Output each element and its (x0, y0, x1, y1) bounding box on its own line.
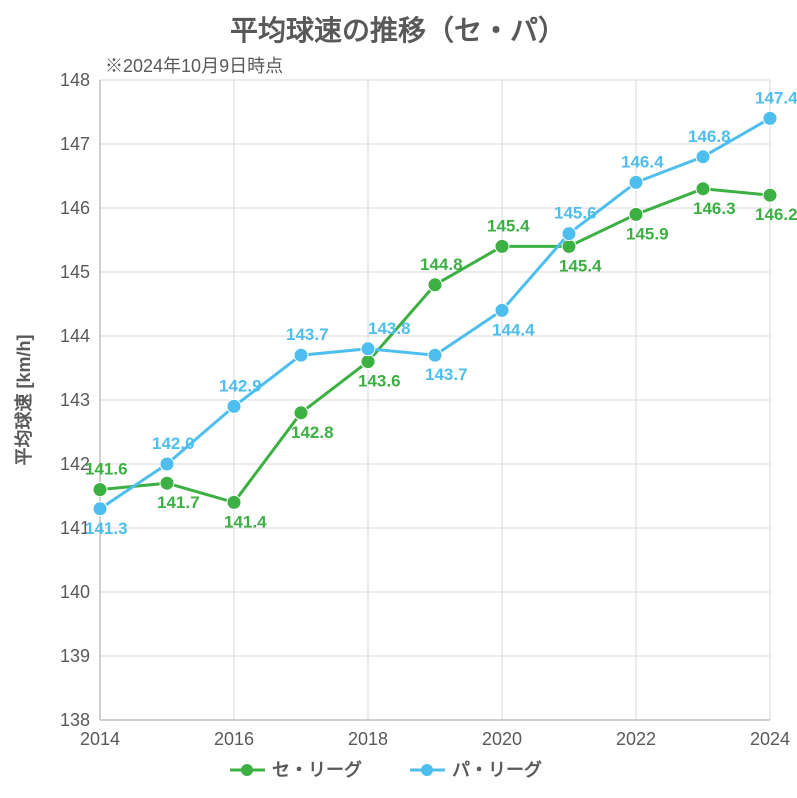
marker (428, 348, 442, 362)
data-label: 144.4 (492, 320, 535, 339)
x-tick-label: 2018 (348, 729, 388, 749)
y-tick-label: 145 (60, 262, 90, 282)
data-label: 143.6 (358, 372, 401, 391)
marker (294, 406, 308, 420)
data-label: 142.8 (291, 423, 334, 442)
y-tick-label: 147 (60, 134, 90, 154)
data-label: 142.9 (219, 376, 262, 395)
data-label: 147.4 (755, 88, 797, 107)
legend-marker (421, 764, 433, 776)
marker (629, 175, 643, 189)
line-chart: 平均球速の推移（セ・パ）※2024年10月9日時点138139140141142… (0, 0, 797, 798)
marker (495, 239, 509, 253)
marker (93, 502, 107, 516)
data-label: 146.3 (693, 199, 736, 218)
marker (763, 188, 777, 202)
y-tick-label: 148 (60, 70, 90, 90)
y-tick-label: 143 (60, 390, 90, 410)
marker (763, 111, 777, 125)
y-tick-label: 146 (60, 198, 90, 218)
marker (361, 355, 375, 369)
y-tick-label: 144 (60, 326, 90, 346)
data-label: 141.7 (157, 493, 200, 512)
marker (696, 150, 710, 164)
marker (160, 476, 174, 490)
x-tick-label: 2020 (482, 729, 522, 749)
x-tick-label: 2024 (750, 729, 790, 749)
data-label: 141.3 (85, 519, 128, 538)
data-label: 146.4 (621, 152, 664, 171)
y-tick-label: 139 (60, 646, 90, 666)
data-label: 143.7 (286, 325, 329, 344)
marker (361, 342, 375, 356)
marker (93, 483, 107, 497)
data-label: 146.8 (688, 127, 731, 146)
marker (160, 457, 174, 471)
data-label: 141.6 (85, 460, 128, 479)
x-tick-label: 2022 (616, 729, 656, 749)
y-tick-label: 138 (60, 710, 90, 730)
marker (227, 495, 241, 509)
x-tick-label: 2016 (214, 729, 254, 749)
marker (696, 182, 710, 196)
data-label: 143.8 (368, 319, 411, 338)
legend-label: セ・リーグ (272, 759, 362, 780)
marker (428, 278, 442, 292)
data-label: 145.9 (626, 224, 669, 243)
data-label: 146.2 (755, 205, 797, 224)
data-label: 142.0 (152, 434, 195, 453)
marker (562, 227, 576, 241)
data-label: 145.4 (559, 256, 602, 275)
marker (227, 399, 241, 413)
y-axis-label: 平均球速 [km/h] (13, 334, 34, 465)
legend-marker (241, 764, 253, 776)
data-label: 143.7 (425, 365, 468, 384)
x-tick-label: 2014 (80, 729, 120, 749)
marker (495, 303, 509, 317)
data-label: 145.6 (554, 204, 597, 223)
data-label: 145.4 (487, 216, 530, 235)
y-tick-label: 140 (60, 582, 90, 602)
marker (629, 207, 643, 221)
marker (294, 348, 308, 362)
marker (562, 239, 576, 253)
chart-container: 平均球速の推移（セ・パ）※2024年10月9日時点138139140141142… (0, 0, 797, 798)
legend-label: パ・リーグ (452, 759, 542, 780)
data-label: 141.4 (224, 512, 267, 531)
chart-note: ※2024年10月9日時点 (105, 56, 283, 76)
chart-title: 平均球速の推移（セ・パ） (230, 14, 566, 46)
data-label: 144.8 (420, 255, 463, 274)
